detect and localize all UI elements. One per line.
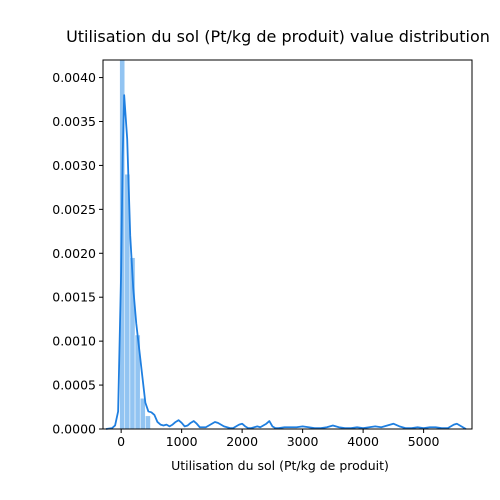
y-tick-label-7: 0.0035	[52, 114, 96, 129]
plot-frame	[102, 59, 473, 430]
y-tick-label-4: 0.0020	[52, 246, 96, 261]
x-axis: 0 1000 2000 3000 4000 5000	[117, 429, 440, 449]
y-tick-label-1: 0.0005	[52, 378, 96, 393]
x-tick-label-5: 5000	[408, 434, 440, 449]
x-tick-label-3: 3000	[287, 434, 319, 449]
x-axis-label: Utilisation du sol (Pt/kg de produit)	[171, 458, 389, 473]
x-tick-label-1: 1000	[166, 434, 198, 449]
x-tick-label-0: 0	[117, 434, 125, 449]
histogram-bar-5	[145, 415, 151, 430]
y-axis: 0.0000 0.0005 0.0010 0.0015 0.0020 0.0025 0.00…	[52, 70, 103, 437]
y-tick-label-8: 0.0040	[52, 70, 96, 85]
y-tick-label-6: 0.0030	[52, 158, 96, 173]
x-tick-label-4: 4000	[347, 434, 379, 449]
y-tick-label-3: 0.0015	[52, 290, 96, 305]
y-tick-label-0: 0.0000	[52, 422, 96, 437]
chart-title: Utilisation du sol (Pt/kg de produit) va…	[66, 27, 490, 46]
x-tick-label-2: 2000	[226, 434, 258, 449]
y-tick-label-2: 0.0010	[52, 334, 96, 349]
kde-curve-group	[105, 94, 467, 430]
kde-curve	[105, 94, 467, 430]
y-tick-label-5: 0.0025	[52, 202, 96, 217]
